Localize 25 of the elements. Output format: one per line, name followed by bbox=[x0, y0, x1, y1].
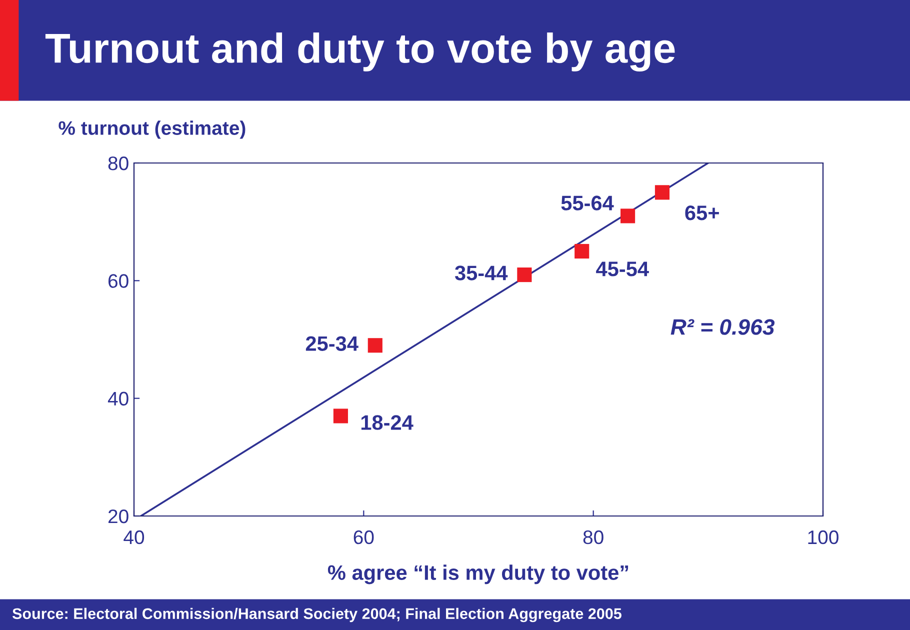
y-tick-label: 20 bbox=[108, 509, 128, 524]
y-tick-label: 40 bbox=[108, 392, 128, 406]
annotation: 18-24 bbox=[361, 415, 414, 430]
x-tick-label: 100 bbox=[808, 530, 838, 544]
x-tick-label: 80 bbox=[583, 530, 604, 544]
y-axis-title: % turnout (estimate) bbox=[58, 120, 246, 139]
y-tick-label: 60 bbox=[108, 274, 128, 288]
point bbox=[654, 185, 670, 200]
x-axis-title: % agree “It is my duty to vote” bbox=[328, 564, 628, 584]
x-tick-label: 60 bbox=[354, 530, 374, 544]
point bbox=[620, 208, 636, 224]
y-tick-label: 80 bbox=[108, 156, 128, 170]
source-note: Source: Electoral Commission/Hansard Society 2004; Final Election Aggregate 2005 bbox=[12, 608, 622, 622]
annotation: 25-34 bbox=[306, 336, 358, 352]
annotation: 55-64 bbox=[561, 196, 614, 210]
point bbox=[517, 268, 532, 282]
point bbox=[333, 408, 348, 424]
chart-title: Turnout and duty to vote by age bbox=[45, 32, 675, 72]
annotation: 45-54 bbox=[596, 262, 649, 276]
annotation: 35-44 bbox=[454, 266, 508, 280]
point bbox=[574, 244, 590, 259]
annotation: 65+ bbox=[685, 205, 719, 220]
annotation: R² = 0.963 bbox=[670, 319, 775, 335]
x-tick-label: 40 bbox=[124, 530, 144, 544]
point bbox=[368, 338, 382, 353]
